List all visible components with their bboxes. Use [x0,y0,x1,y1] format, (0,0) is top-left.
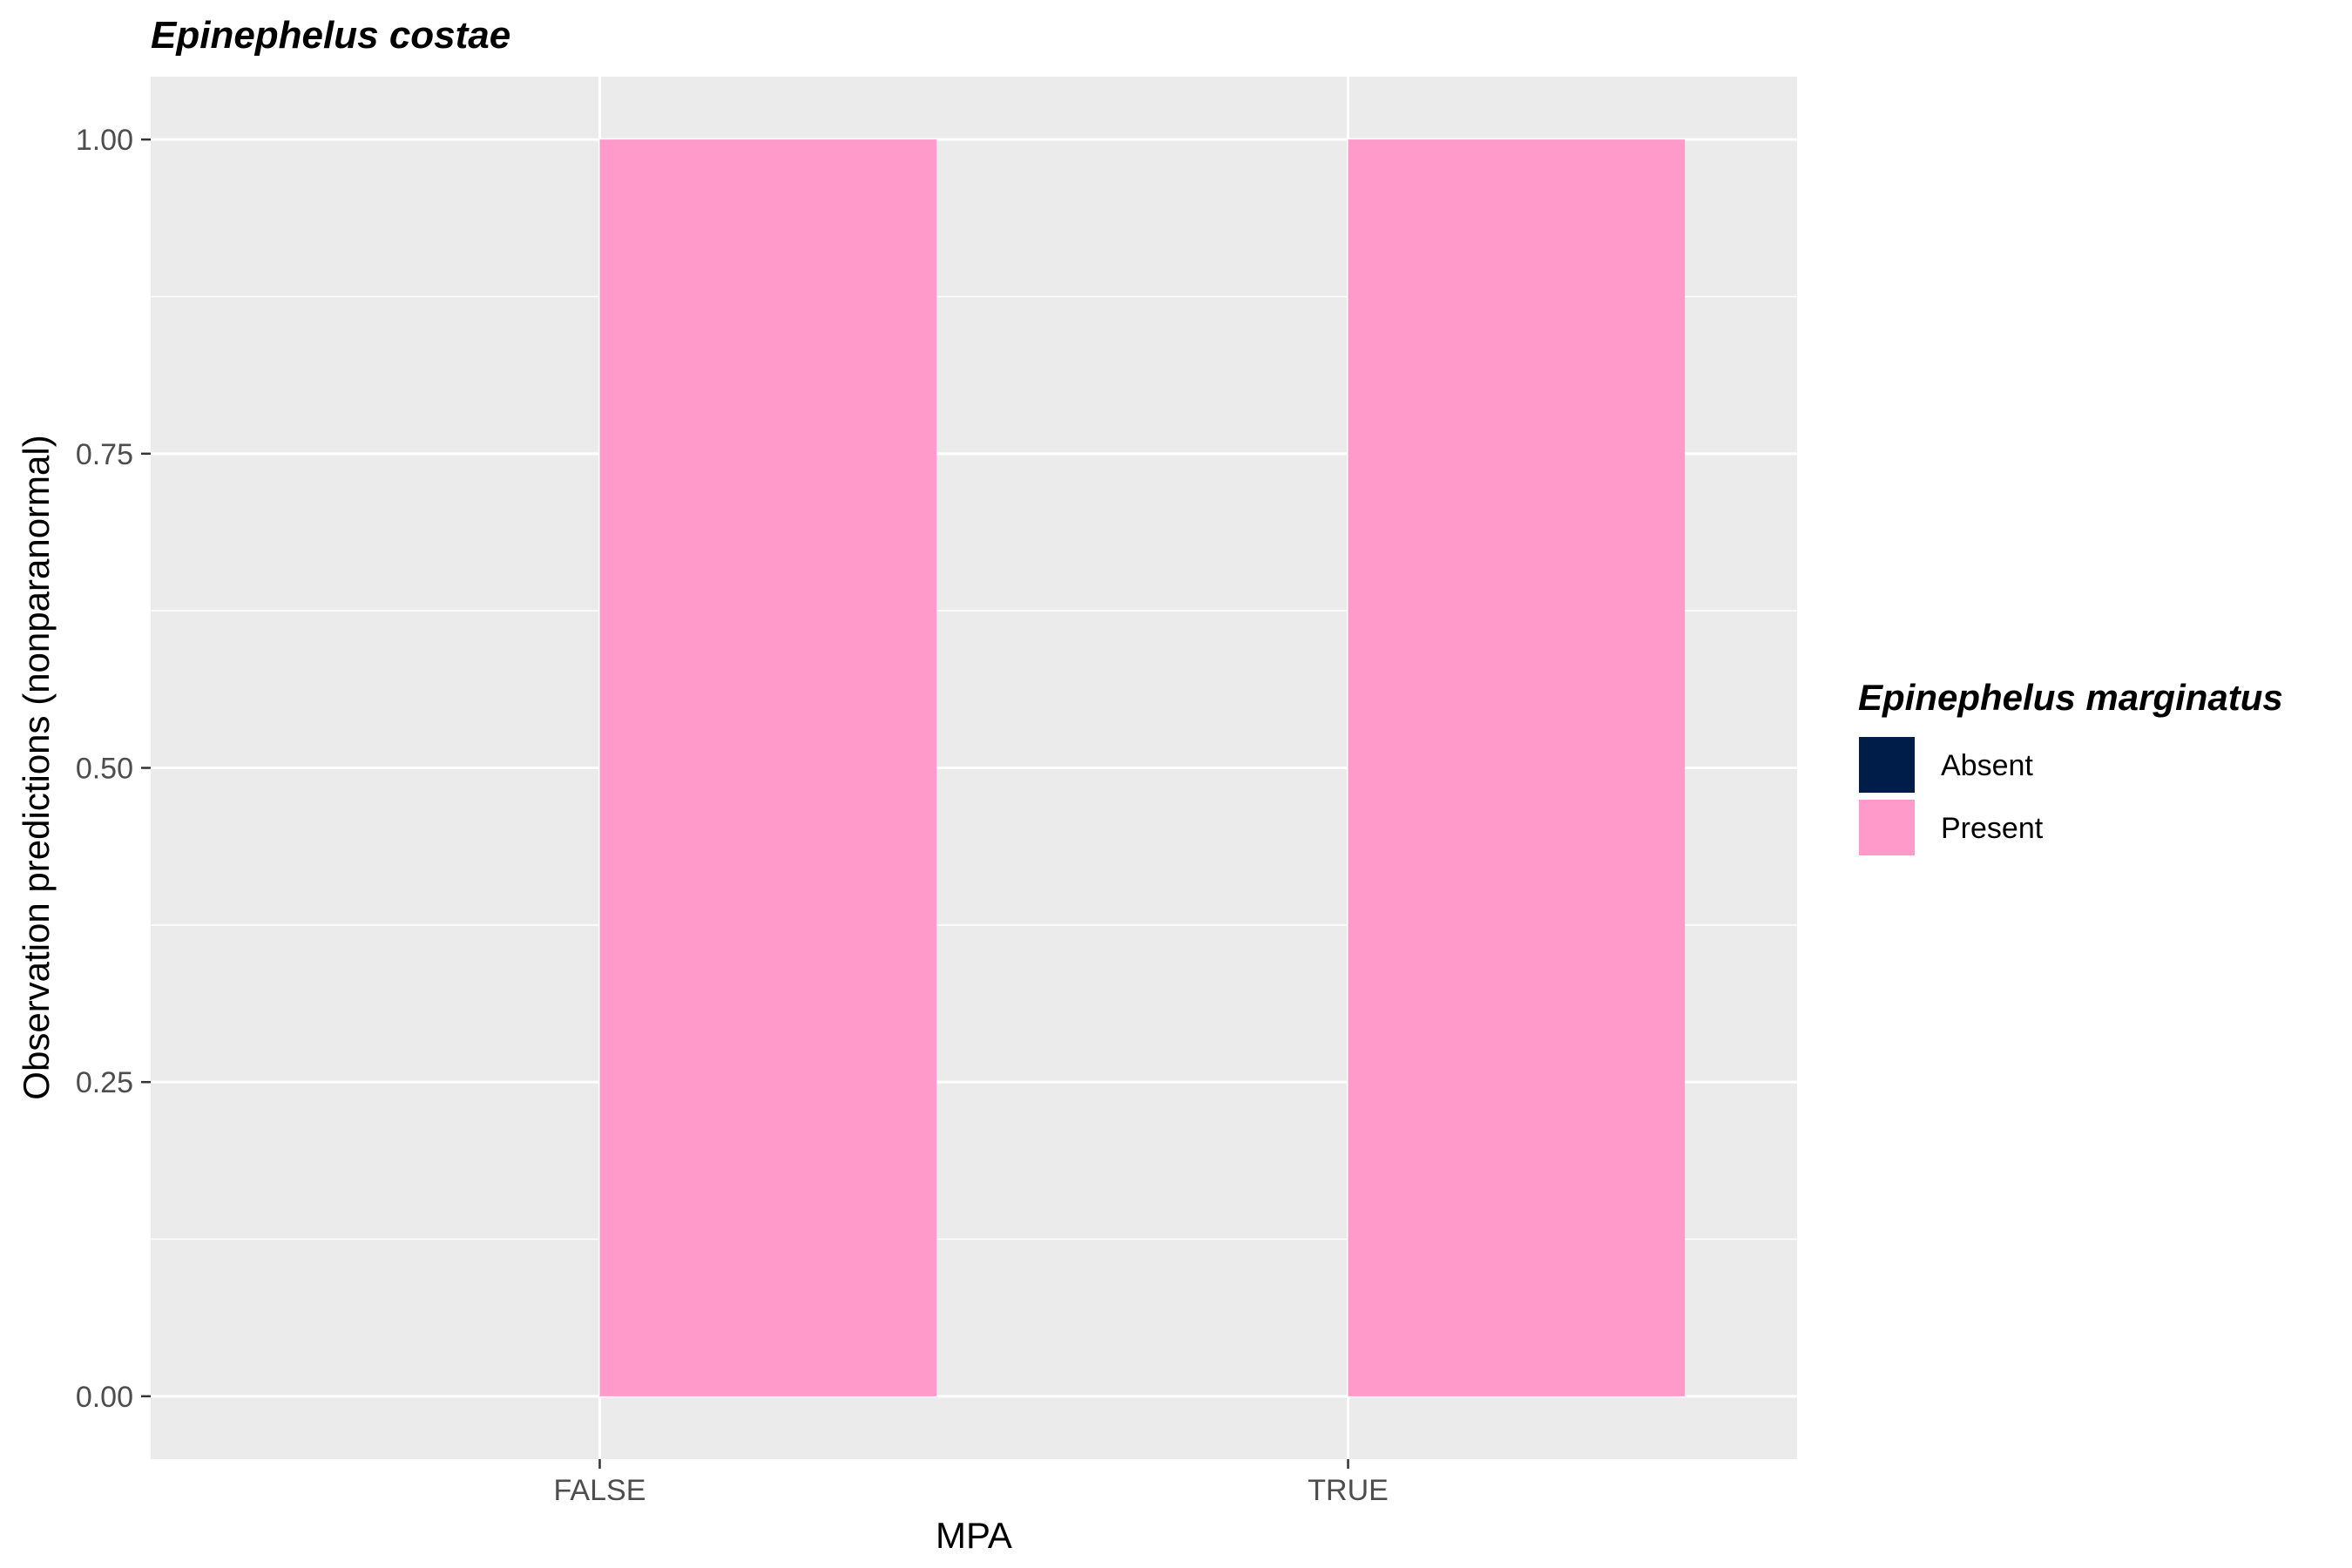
x-tick-label: TRUE [1308,1474,1389,1507]
legend-title: Epinephelus marginatus [1858,677,2283,718]
bar-present-true [1348,139,1686,1396]
legend-key-present [1857,798,1916,857]
y-tick-label: 0.75 [76,438,133,471]
bars [599,139,1686,1396]
x-axis: FALSE TRUE [554,1459,1389,1507]
y-axis-title: Observation predictions (nonparanormal) [16,435,57,1099]
y-axis: 0.00 0.25 0.50 0.75 1.00 [76,124,151,1414]
y-tick-label: 0.50 [76,753,133,786]
legend-label-present: Present [1941,812,2044,845]
x-tick-label: FALSE [554,1474,646,1507]
x-axis-title: MPA [936,1515,1012,1556]
bar-present-false [599,139,937,1396]
chart-title: Epinephelus costae [151,14,510,57]
legend-key-absent [1857,735,1916,794]
legend-label-absent: Absent [1941,749,2033,782]
y-tick-label: 0.00 [76,1381,133,1414]
y-tick-label: 0.25 [76,1066,133,1099]
legend: Epinephelus marginatus Absent Present [1857,677,2283,857]
y-tick-label: 1.00 [76,124,133,157]
